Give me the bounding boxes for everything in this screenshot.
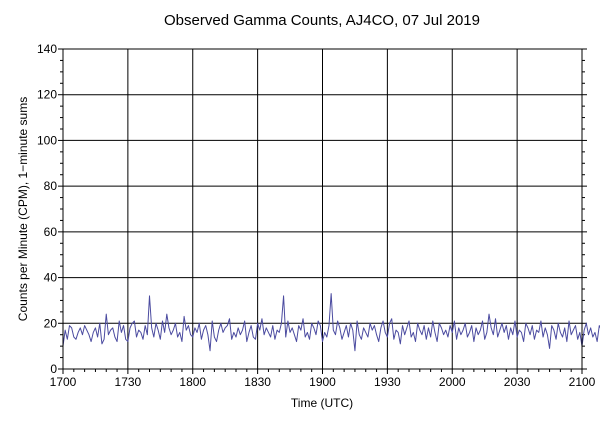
x-tick-label: 1700 xyxy=(50,375,77,389)
y-tick-label: 100 xyxy=(37,133,57,147)
x-axis-tick-labels: 1700 1730 1800 1830 1900 1930 2000 2030 2100 xyxy=(50,375,596,389)
y-axis-label: Counts per Minute (CPM), 1−minute sums xyxy=(16,97,30,321)
series-line xyxy=(62,293,600,352)
x-axis-label: Time (UTC) xyxy=(291,396,353,410)
y-tick-label: 40 xyxy=(44,271,58,285)
x-tick-label: 1800 xyxy=(179,375,206,389)
x-tick-label: 2000 xyxy=(439,375,466,389)
y-tick-label: 120 xyxy=(37,88,57,102)
series-layer xyxy=(62,293,600,352)
y-tick-label: 80 xyxy=(44,179,58,193)
x-tick-label: 2100 xyxy=(569,375,596,389)
x-tick-label: 1930 xyxy=(374,375,401,389)
y-tick-label: 20 xyxy=(44,316,58,330)
x-tick-label: 1900 xyxy=(309,375,336,389)
chart-title: Observed Gamma Counts, AJ4CO, 07 Jul 201… xyxy=(164,12,480,29)
y-axis-tick-labels: 0 20 40 60 80 100 120 140 xyxy=(37,42,57,376)
grid xyxy=(63,49,582,369)
plot-frame xyxy=(62,48,583,370)
y-tick-label: 0 xyxy=(50,362,57,376)
x-tick-label: 2030 xyxy=(504,375,531,389)
x-tick-label: 1830 xyxy=(244,375,271,389)
x-tick-label: 1730 xyxy=(115,375,142,389)
y-tick-label: 140 xyxy=(37,42,57,56)
y-tick-label: 60 xyxy=(44,225,58,239)
